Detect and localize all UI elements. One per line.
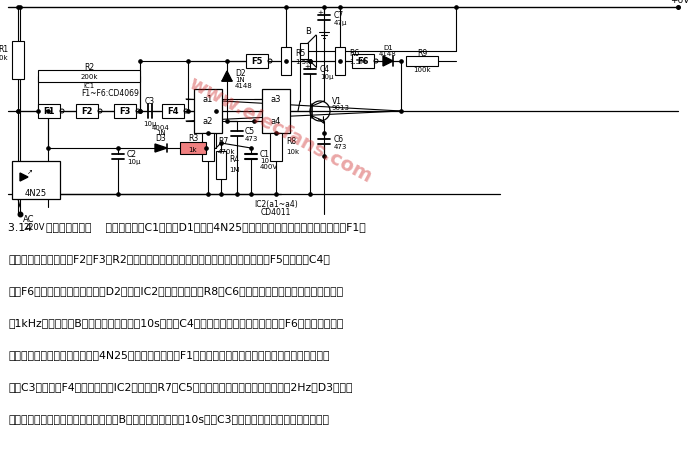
Text: 100k: 100k <box>413 67 431 73</box>
Bar <box>246 55 268 69</box>
Text: 4148: 4148 <box>235 83 253 89</box>
Bar <box>335 48 345 76</box>
Text: 470k: 470k <box>218 149 235 155</box>
Text: 1M: 1M <box>229 167 239 173</box>
Text: 4004: 4004 <box>152 125 170 131</box>
Text: F2: F2 <box>81 107 93 116</box>
Text: 1.5M: 1.5M <box>295 59 312 65</box>
Text: 4148: 4148 <box>379 51 397 57</box>
Text: 220V: 220V <box>23 223 44 231</box>
Text: B: B <box>305 28 311 36</box>
Bar <box>38 71 140 83</box>
Bar <box>262 90 290 134</box>
Text: a3: a3 <box>271 95 281 104</box>
Bar <box>270 134 282 162</box>
Text: IC1: IC1 <box>83 83 94 89</box>
Text: 电，F6输出变为高电平，二极管D2导通，IC2的两只与非门及R8、C6构成的音频振荡器起振（其振荡频率: 电，F6输出变为高电平，二极管D2导通，IC2的两只与非门及R8、C6构成的音频… <box>8 285 343 295</box>
Text: R9: R9 <box>417 50 427 58</box>
Text: 10μ: 10μ <box>143 121 157 127</box>
Text: +: + <box>304 64 310 70</box>
Text: +6V: +6V <box>670 0 689 5</box>
Bar <box>114 105 136 119</box>
Text: R1: R1 <box>0 45 8 54</box>
Text: 10: 10 <box>260 157 269 164</box>
Text: +: + <box>317 10 323 16</box>
Polygon shape <box>383 57 393 67</box>
Polygon shape <box>222 72 232 82</box>
Text: C2: C2 <box>127 150 137 159</box>
Text: F1: F1 <box>43 107 55 116</box>
Text: CD4011: CD4011 <box>261 208 291 217</box>
Text: R4: R4 <box>229 155 239 164</box>
Text: 473: 473 <box>334 144 348 150</box>
Text: 1.5M: 1.5M <box>349 59 366 65</box>
Bar <box>12 42 24 80</box>
Text: 1k: 1k <box>189 147 197 153</box>
Text: R7: R7 <box>218 137 228 146</box>
Text: 10μ: 10μ <box>127 159 140 165</box>
Text: AC: AC <box>23 214 35 224</box>
Text: 的导通与截止使音频振荡器间断工作，B发出间断的报警声。10s后，C3两端电压的上升使电路停止工作。: 的导通与截止使音频振荡器间断工作，B发出间断的报警声。10s后，C3两端电压的上… <box>8 413 329 423</box>
Bar <box>281 48 291 76</box>
Text: F5: F5 <box>251 57 263 67</box>
Text: 10k: 10k <box>286 149 299 155</box>
Bar <box>300 44 308 60</box>
Text: 100k: 100k <box>0 55 8 61</box>
Text: 4N25: 4N25 <box>25 189 47 198</box>
Text: 鸣器停止发声。当市电停电时，4N25内的光敏管截止，F1输出变为低电平，信号经整形后产生一负跳变，: 鸣器停止发声。当市电停电时，4N25内的光敏管截止，F1输出变为低电平，信号经整… <box>8 349 330 359</box>
Bar <box>180 143 206 155</box>
Text: R2: R2 <box>84 63 94 73</box>
Text: IC2(a1~a4): IC2(a1~a4) <box>254 200 298 209</box>
Text: 1N: 1N <box>156 130 166 136</box>
Text: C7: C7 <box>334 11 344 21</box>
Text: R6: R6 <box>349 48 359 57</box>
Text: R5: R5 <box>295 48 305 57</box>
Text: R3: R3 <box>188 134 198 143</box>
Bar <box>352 55 374 69</box>
Text: 47μ: 47μ <box>334 20 348 26</box>
Text: C6: C6 <box>334 135 344 144</box>
Text: 出高电平，信号经非门F2、F3及R2构成的斯密特整形电路后产生一陡峭的正跳变，经F5反相后给C4充: 出高电平，信号经非门F2、F3及R2构成的斯密特整形电路后产生一陡峭的正跳变，经… <box>8 253 330 263</box>
Bar <box>194 90 222 134</box>
Text: F3: F3 <box>119 107 130 116</box>
Bar <box>202 134 214 162</box>
Text: D3: D3 <box>155 134 167 143</box>
Text: C4: C4 <box>320 65 330 74</box>
Text: C5: C5 <box>245 127 255 136</box>
Text: ↗: ↗ <box>27 168 33 174</box>
Bar <box>216 151 226 179</box>
Text: C3: C3 <box>145 97 155 106</box>
Polygon shape <box>155 145 167 153</box>
Text: D2: D2 <box>235 69 246 78</box>
Bar <box>406 57 438 67</box>
Text: 1N: 1N <box>235 77 245 83</box>
Text: D1: D1 <box>383 45 393 51</box>
Bar <box>38 105 60 119</box>
Text: www.elecfans.com: www.elecfans.com <box>185 73 375 186</box>
Text: F6: F6 <box>357 57 369 67</box>
Text: 400V: 400V <box>260 164 278 170</box>
Bar <box>162 105 184 119</box>
Text: 3.14    来电停电报警器    市电来电时经C1降压、D1整流使4N25中的发光管点亮，内部光敏管导通，F1输: 3.14 来电停电报警器 市电来电时经C1降压、D1整流使4N25中的发光管点亮… <box>8 222 366 231</box>
Text: a1: a1 <box>203 95 213 104</box>
Text: 10μ: 10μ <box>320 74 334 80</box>
Text: 9013: 9013 <box>332 105 350 111</box>
Text: 为1kHz），蜂鸣器B发出报警声。约经过10s，电容C4两端电压大于非门的转换电压，F6输出低电平，蜂: 为1kHz），蜂鸣器B发出报警声。约经过10s，电容C4两端电压大于非门的转换电… <box>8 317 344 327</box>
Text: V1: V1 <box>332 97 342 106</box>
Bar <box>76 105 98 119</box>
Text: F4: F4 <box>167 107 179 116</box>
Text: a2: a2 <box>203 117 213 126</box>
Text: a4: a4 <box>271 117 281 126</box>
Text: 200k: 200k <box>81 74 98 80</box>
Polygon shape <box>20 174 28 182</box>
Bar <box>12 162 60 200</box>
Text: C1: C1 <box>260 150 270 159</box>
Text: 473: 473 <box>245 136 258 142</box>
Text: F1~F6:CD4069: F1~F6:CD4069 <box>81 88 139 97</box>
Text: 电容C3被充电，F4输出高电平，IC2的两门与R7、C5构成的超低频振荡器起振，频率为2Hz，D3周期性: 电容C3被充电，F4输出高电平，IC2的两门与R7、C5构成的超低频振荡器起振，… <box>8 381 353 391</box>
Text: R8: R8 <box>286 137 296 146</box>
